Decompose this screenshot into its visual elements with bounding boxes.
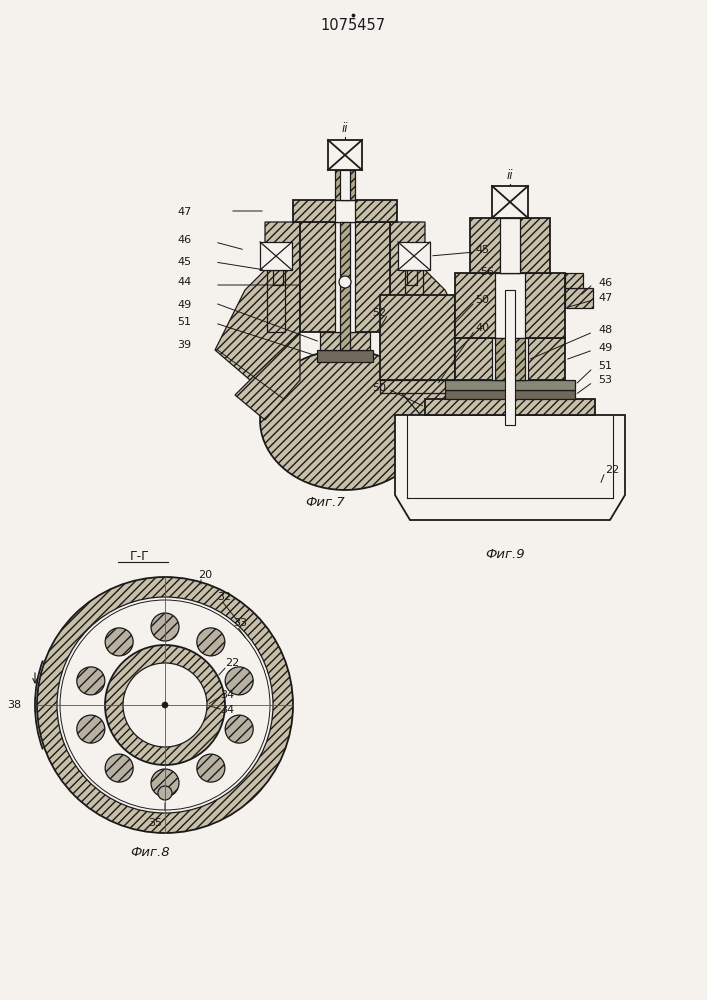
Circle shape <box>123 663 207 747</box>
Text: 51: 51 <box>177 317 191 327</box>
Circle shape <box>226 667 253 695</box>
Bar <box>317 350 373 362</box>
Text: 22: 22 <box>225 658 239 668</box>
Bar <box>455 338 565 380</box>
Polygon shape <box>390 222 475 380</box>
Bar <box>425 399 595 415</box>
Text: 48: 48 <box>598 325 612 335</box>
Circle shape <box>105 645 225 765</box>
Bar <box>565 273 583 288</box>
Circle shape <box>197 754 225 782</box>
Bar <box>300 222 390 332</box>
Text: ii: ii <box>341 122 349 135</box>
Text: 49: 49 <box>177 300 192 310</box>
Text: 22: 22 <box>605 465 619 475</box>
Bar <box>380 295 455 380</box>
Bar <box>565 288 593 308</box>
Bar <box>455 273 565 338</box>
Text: 38: 38 <box>7 700 21 710</box>
Bar <box>273 270 283 285</box>
Polygon shape <box>235 332 300 420</box>
Circle shape <box>105 628 133 656</box>
Circle shape <box>105 754 133 782</box>
Text: 47: 47 <box>177 207 192 217</box>
Circle shape <box>197 628 225 656</box>
Text: 32: 32 <box>217 592 231 602</box>
Text: 50: 50 <box>475 295 489 305</box>
Text: 39: 39 <box>177 340 191 350</box>
Polygon shape <box>395 415 625 520</box>
Bar <box>340 222 350 350</box>
Text: 46: 46 <box>598 278 612 288</box>
Circle shape <box>37 577 293 833</box>
Text: 47: 47 <box>598 293 612 303</box>
Circle shape <box>158 786 172 800</box>
Bar <box>335 222 355 332</box>
Bar <box>505 290 515 425</box>
Text: ii: ii <box>507 169 513 182</box>
Polygon shape <box>215 222 300 380</box>
Circle shape <box>60 600 270 810</box>
Bar <box>398 242 430 270</box>
Text: Фиг.9: Фиг.9 <box>485 548 525 562</box>
Circle shape <box>339 276 351 288</box>
Bar <box>492 186 528 218</box>
Bar <box>267 270 285 332</box>
Text: 1075457: 1075457 <box>320 18 385 33</box>
Text: 45: 45 <box>177 257 191 267</box>
Bar <box>407 270 417 285</box>
Text: 53: 53 <box>598 375 612 385</box>
Circle shape <box>151 769 179 797</box>
Polygon shape <box>260 350 430 490</box>
Text: 33: 33 <box>233 618 247 628</box>
Bar <box>335 170 355 200</box>
Text: 40: 40 <box>475 323 489 333</box>
Text: 35: 35 <box>148 818 162 828</box>
Text: 44: 44 <box>177 277 192 287</box>
Circle shape <box>162 702 168 708</box>
Polygon shape <box>390 332 455 420</box>
Bar <box>320 332 370 350</box>
Bar <box>445 380 575 390</box>
Bar <box>328 140 362 170</box>
Text: 34: 34 <box>220 705 234 715</box>
Bar <box>470 218 550 273</box>
Bar <box>492 338 528 380</box>
Circle shape <box>77 667 105 695</box>
Circle shape <box>226 715 253 743</box>
Text: 52: 52 <box>372 308 386 318</box>
Bar <box>260 242 292 270</box>
Bar <box>380 380 455 393</box>
Bar <box>405 270 423 332</box>
Text: 20: 20 <box>198 570 212 580</box>
Text: 49: 49 <box>598 343 612 353</box>
Bar <box>293 200 397 222</box>
Text: Фиг.7: Фиг.7 <box>305 495 345 508</box>
Bar <box>335 200 355 222</box>
Bar <box>340 170 350 200</box>
Text: Г-Г: Г-Г <box>130 550 150 564</box>
Text: 45: 45 <box>475 245 489 255</box>
Circle shape <box>151 613 179 641</box>
Text: Фиг.8: Фиг.8 <box>130 846 170 859</box>
Bar <box>500 248 520 273</box>
Bar <box>500 218 520 273</box>
Text: 56: 56 <box>480 267 494 277</box>
Circle shape <box>77 715 105 743</box>
Text: 46: 46 <box>177 235 191 245</box>
Circle shape <box>57 597 273 813</box>
Bar <box>495 273 525 338</box>
Bar <box>495 338 525 380</box>
Bar <box>445 390 575 399</box>
Text: 34: 34 <box>220 690 234 700</box>
Text: 51: 51 <box>598 361 612 371</box>
Text: 50: 50 <box>372 383 386 393</box>
